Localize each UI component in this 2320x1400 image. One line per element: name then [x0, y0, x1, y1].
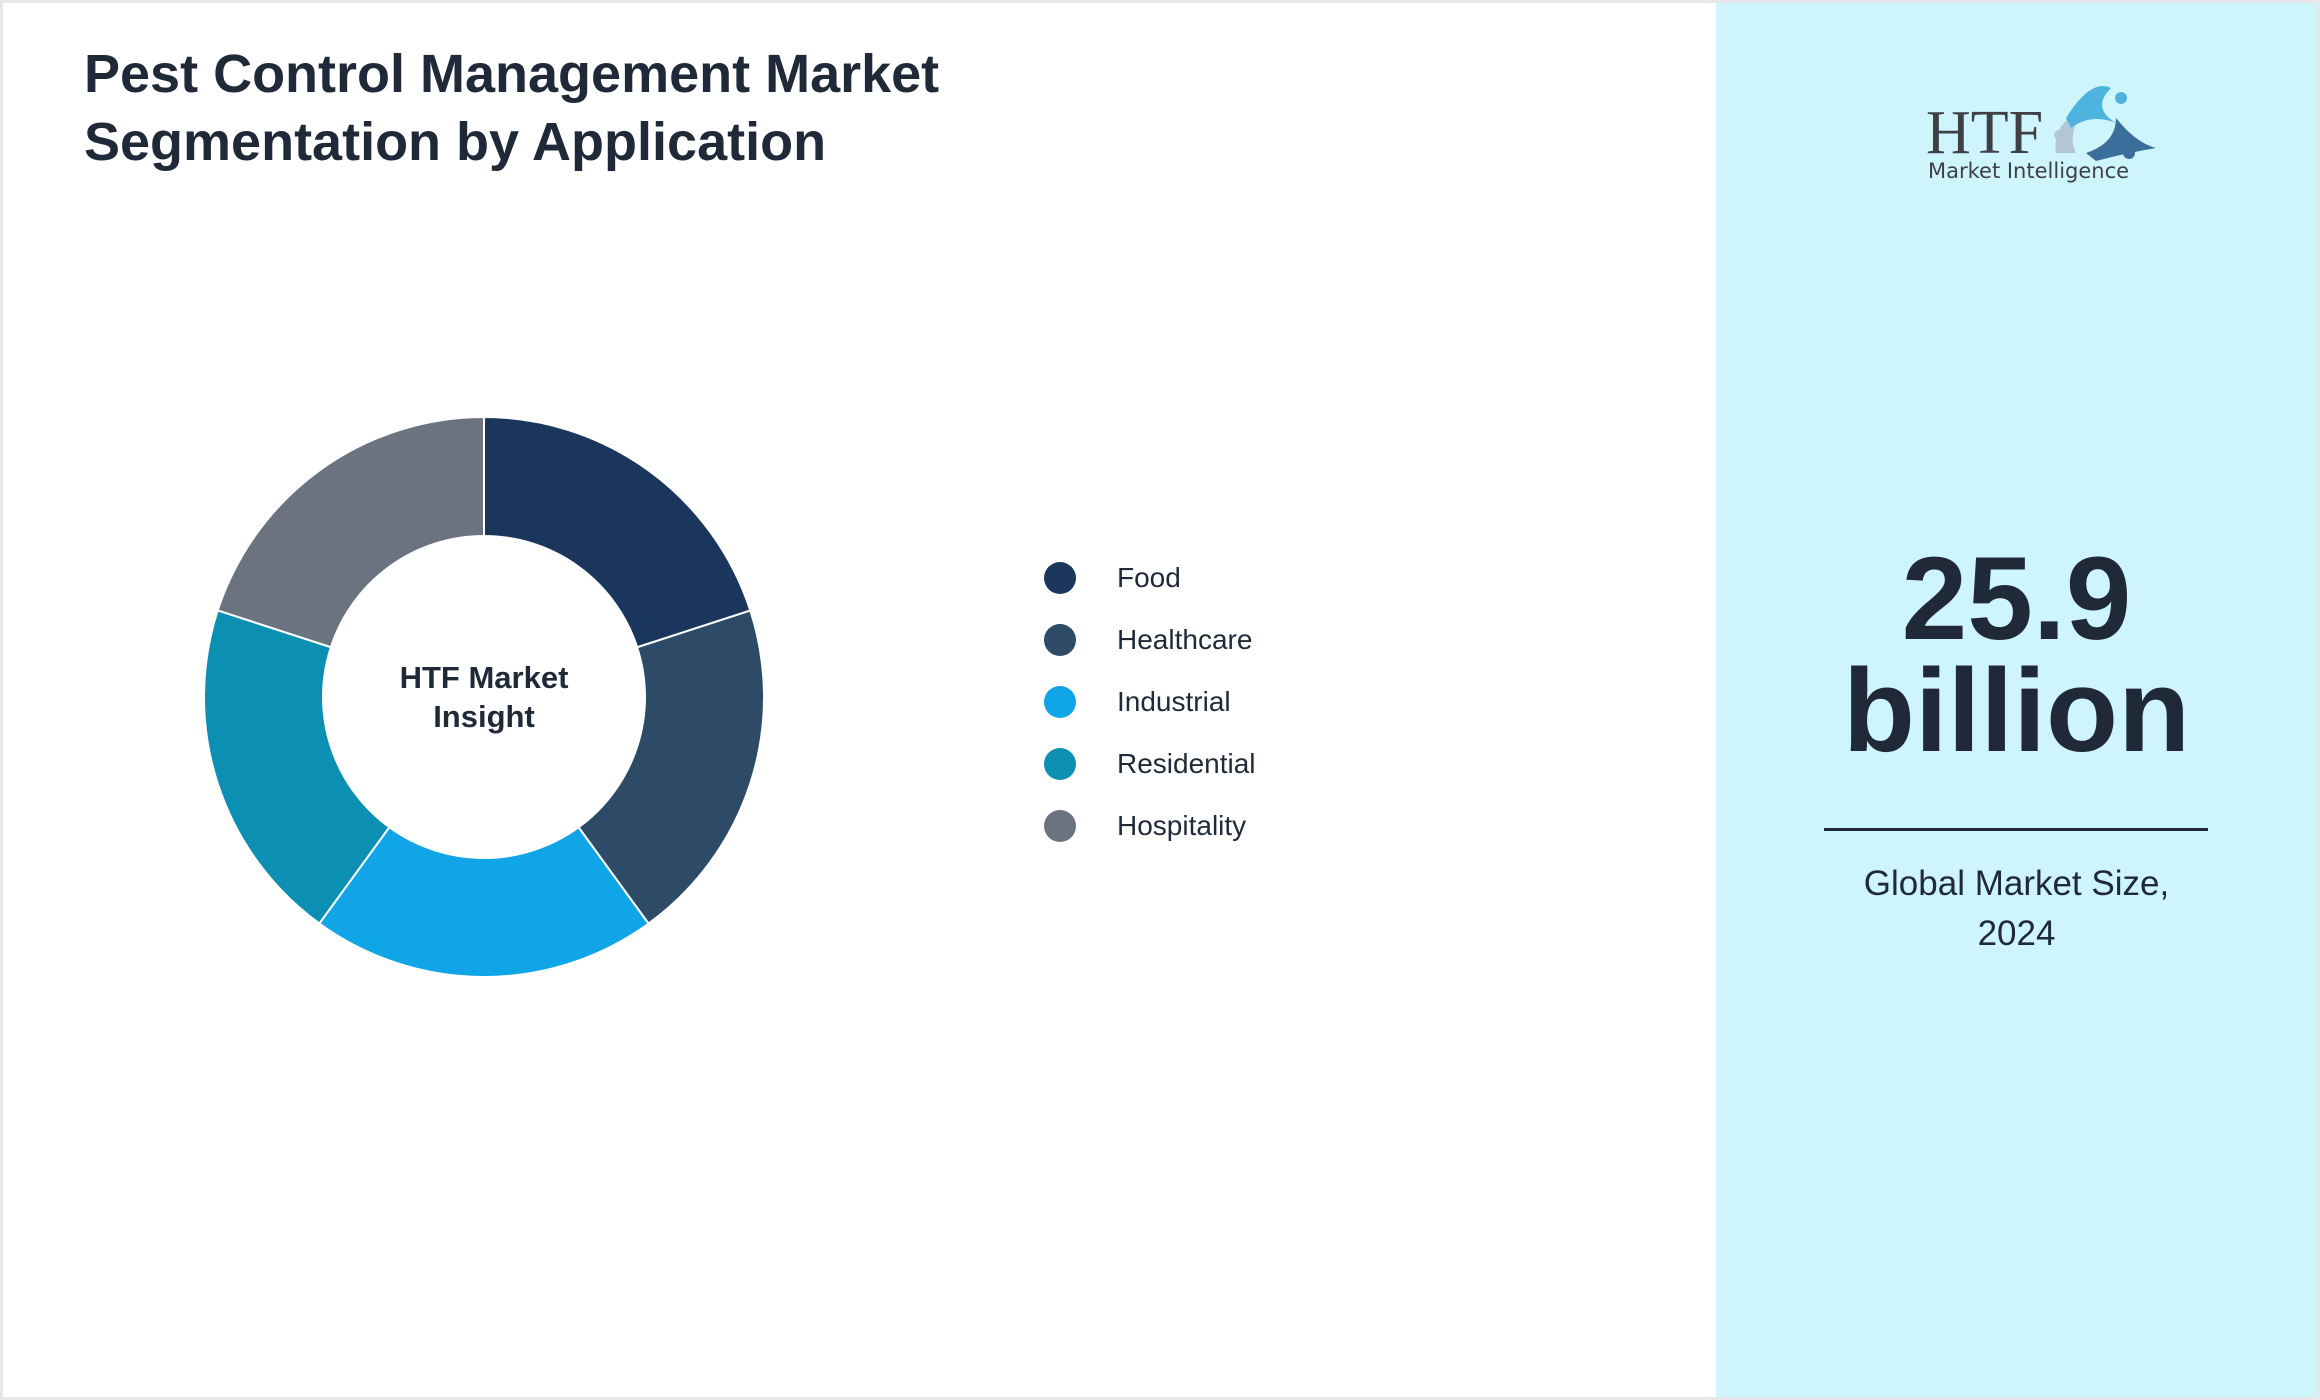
- legend-item-residential[interactable]: Residential: [1044, 744, 1256, 784]
- legend-item-industrial[interactable]: Industrial: [1044, 682, 1231, 722]
- legend-label: Industrial: [1117, 686, 1231, 717]
- divider: [1824, 828, 2208, 831]
- legend-item-healthcare[interactable]: Healthcare: [1044, 620, 1252, 660]
- donut-slice-hospitality[interactable]: [216, 415, 485, 649]
- donut-slice-healthcare[interactable]: [577, 609, 765, 925]
- logo-people-icon: [2054, 86, 2156, 161]
- legend-label: Food: [1117, 562, 1181, 593]
- donut-slice-residential[interactable]: [203, 609, 391, 925]
- title-line-2: Segmentation by Application: [84, 112, 827, 172]
- page-title: Pest Control Management Market Segmentat…: [84, 40, 1084, 176]
- htf-logo: HTF Market Intelligence: [1926, 86, 2156, 183]
- logo-text: HTF: [1926, 99, 2043, 167]
- legend-label: Healthcare: [1117, 624, 1253, 655]
- side-panel: HTF Market Intelligence 25.9 billion Glo…: [1716, 3, 2317, 1397]
- market-size-value: 25.9: [1901, 533, 2132, 665]
- center-label-line-2: Insight: [433, 699, 535, 734]
- logo-subtext: Market Intelligence: [1928, 159, 2129, 183]
- donut-slice-industrial[interactable]: [318, 825, 650, 979]
- donut-slice-food[interactable]: [483, 415, 752, 649]
- legend-dot-icon: [1044, 748, 1076, 780]
- legend-dot-icon: [1044, 686, 1076, 718]
- caption-line-1: Global Market Size,: [1863, 864, 2170, 903]
- legend-label: Residential: [1117, 748, 1256, 779]
- legend-item-hospitality[interactable]: Hospitality: [1044, 806, 1246, 846]
- title-line-1: Pest Control Management Market: [84, 44, 940, 104]
- legend-label: Hospitality: [1117, 810, 1247, 841]
- market-size-unit: billion: [1842, 645, 2191, 777]
- caption-line-2: 2024: [1977, 914, 2056, 953]
- center-label-line-1: HTF Market: [400, 660, 569, 695]
- legend-item-food[interactable]: Food: [1044, 558, 1181, 598]
- market-size-caption: Global Market Size, 2024: [1716, 859, 2317, 959]
- legend-dot-icon: [1044, 562, 1076, 594]
- legend-dot-icon: [1044, 624, 1076, 656]
- legend-dot-icon: [1044, 810, 1076, 842]
- donut-chart: HTF Market Insight: [203, 415, 765, 979]
